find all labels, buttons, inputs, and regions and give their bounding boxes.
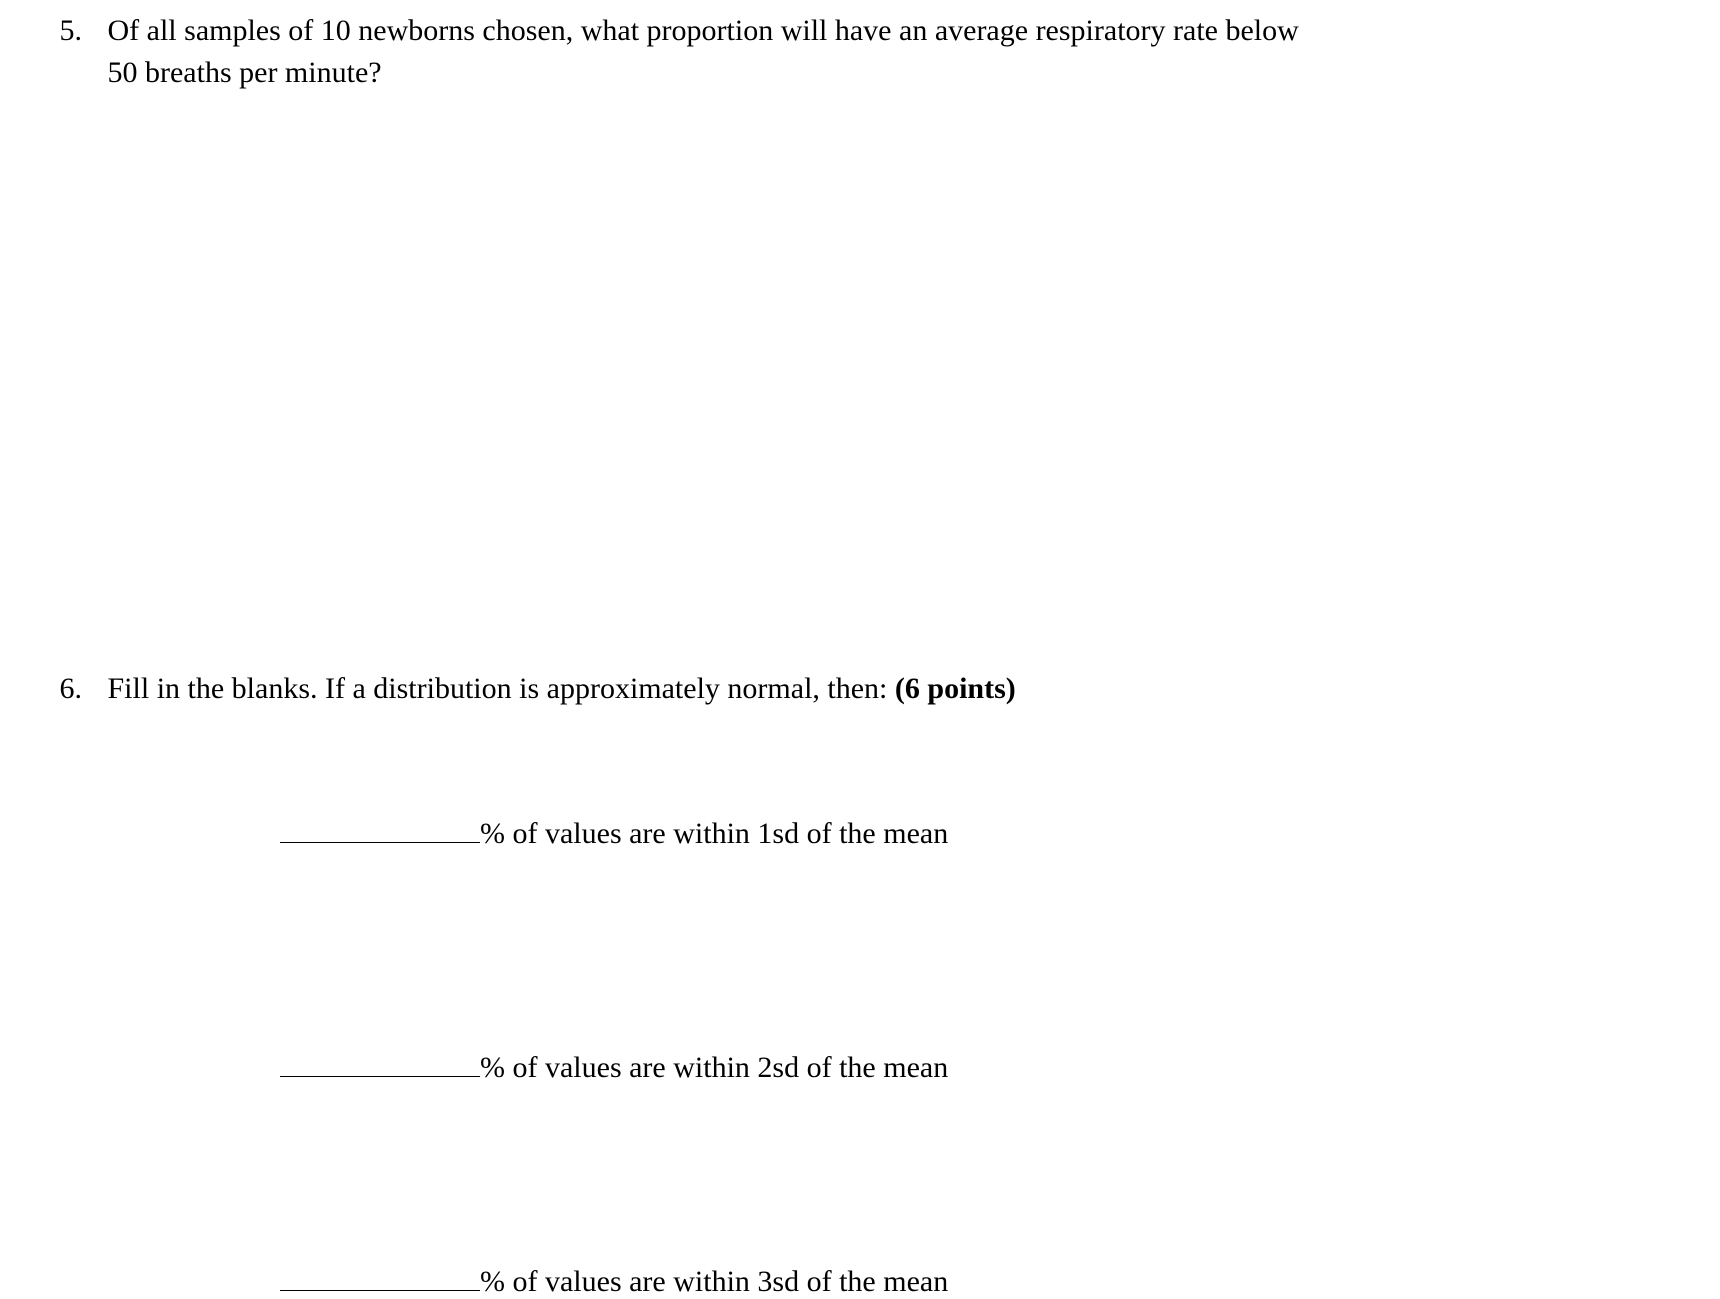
blank-row-2: % of values are within 2sd of the mean xyxy=(280,1044,948,1085)
question-5-block: 5. Of all samples of 10 newborns chosen,… xyxy=(50,10,1690,94)
question-5-text: Of all samples of 10 newborns chosen, wh… xyxy=(108,10,1688,94)
blank-3-text: % of values are within 3sd of the mean xyxy=(480,1265,948,1298)
blank-line-3[interactable] xyxy=(280,1258,480,1291)
question-5-line2: 50 breaths per minute? xyxy=(108,56,382,89)
blank-row-3: % of values are within 3sd of the mean xyxy=(280,1258,948,1299)
blank-2-text: % of values are within 2sd of the mean xyxy=(480,1051,948,1084)
question-6-block: 6. Fill in the blanks. If a distribution… xyxy=(50,668,1690,710)
question-6-text: Fill in the blanks. If a distribution is… xyxy=(108,668,1688,710)
blank-row-1: % of values are within 1sd of the mean xyxy=(280,810,948,851)
question-6-main: Fill in the blanks. If a distribution is… xyxy=(108,672,895,705)
blank-line-2[interactable] xyxy=(280,1044,480,1077)
question-5-number: 5. xyxy=(50,10,100,52)
question-6-points: (6 points) xyxy=(895,672,1016,705)
blank-1-text: % of values are within 1sd of the mean xyxy=(480,817,948,850)
question-5-line1: Of all samples of 10 newborns chosen, wh… xyxy=(108,14,1299,47)
blank-line-1[interactable] xyxy=(280,810,480,843)
question-6-number: 6. xyxy=(50,668,100,710)
